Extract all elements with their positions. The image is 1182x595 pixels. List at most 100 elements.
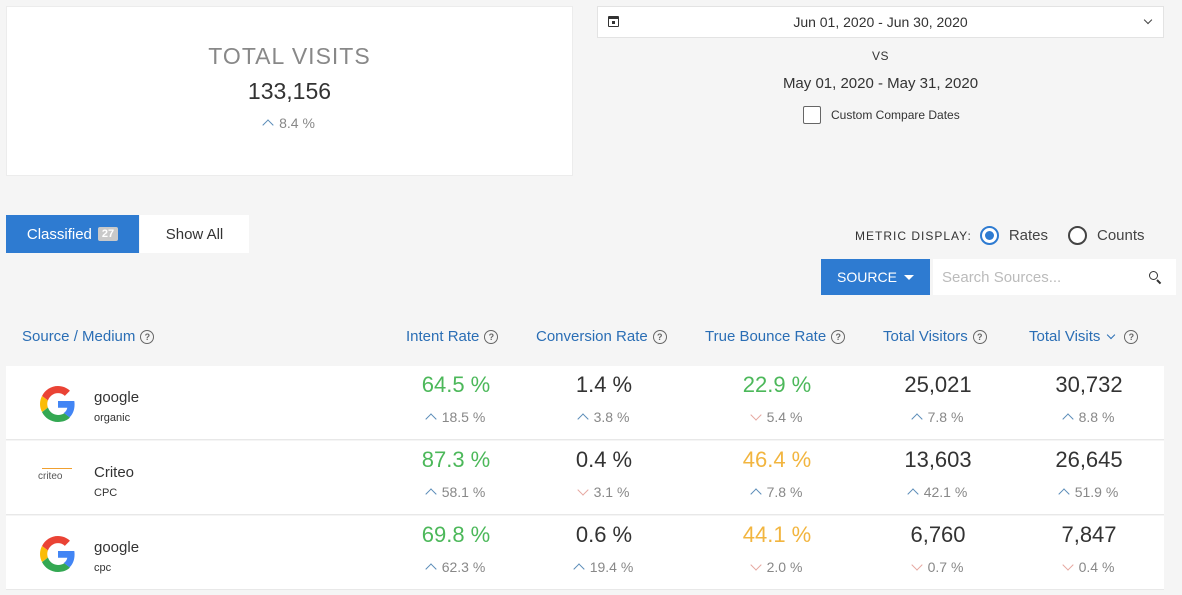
- column-header-label: True Bounce Rate: [705, 328, 827, 345]
- cell-change-text: 58.1 %: [441, 484, 486, 500]
- cell-change: 42.1 %: [868, 484, 1008, 500]
- cell-change: 58.1 %: [386, 484, 526, 500]
- cell-value: 69.8 %: [421, 522, 491, 547]
- cell-value: 7,847: [1061, 522, 1117, 547]
- arrow-up-icon: [1061, 413, 1074, 425]
- column-header-conversion-rate[interactable]: Conversion Rate ?: [536, 328, 667, 345]
- vs-label: VS: [871, 49, 889, 63]
- table-row[interactable]: google cpc 69.8 % 62.3 % 0.6 % 19.4 % 44…: [6, 516, 1164, 590]
- cell-change-text: 19.4 %: [589, 559, 634, 575]
- cell-change-text: 0.4 %: [1078, 559, 1115, 575]
- conversion-rate-cell: 0.4 % 3.1 %: [534, 447, 674, 500]
- total-visits-card: TOTAL VISITS 133,156 8.4 %: [6, 6, 573, 176]
- total-visitors-cell: 6,760 0.7 %: [868, 522, 1008, 575]
- cell-value: 87.3 %: [421, 447, 491, 472]
- arrow-up-icon: [573, 563, 585, 575]
- cell-change: 62.3 %: [386, 559, 526, 575]
- source-filter-button[interactable]: SOURCE: [821, 259, 930, 295]
- cell-change-text: 2.0 %: [766, 559, 803, 575]
- custom-compare-label: Custom Compare Dates: [831, 108, 960, 122]
- cell-change-text: 0.7 %: [927, 559, 964, 575]
- arrow-down-icon: [749, 409, 762, 421]
- cell-value: 26,645: [1055, 447, 1123, 472]
- total-visits-cell: 26,645 51.9 %: [1019, 447, 1159, 500]
- cell-change: 0.4 %: [1019, 559, 1159, 575]
- total-visits-value: 133,156: [247, 78, 332, 104]
- google-logo-icon: [40, 386, 75, 422]
- metric-display-label: METRIC DISPLAY:: [855, 228, 972, 243]
- column-header-intent-rate[interactable]: Intent Rate ?: [406, 328, 499, 345]
- tab-show-all-label: Show All: [165, 225, 224, 243]
- cell-change-text: 51.9 %: [1074, 484, 1119, 500]
- column-header-total-visitors[interactable]: Total Visitors ?: [883, 328, 987, 345]
- cell-value: 1.4 %: [575, 372, 633, 397]
- cell-value: 44.1 %: [742, 522, 812, 547]
- custom-compare-toggle[interactable]: Custom Compare Dates: [803, 106, 960, 124]
- custom-compare-checkbox[interactable]: [803, 106, 821, 124]
- cell-change: 7.8 %: [707, 484, 847, 500]
- cell-change-text: 8.8 %: [1078, 409, 1115, 425]
- metric-display: METRIC DISPLAY: Rates Counts: [855, 226, 1165, 245]
- arrow-up-icon: [576, 413, 589, 425]
- date-range-dropdown[interactable]: Jun 01, 2020 - Jun 30, 2020: [597, 6, 1164, 38]
- cell-value: 64.5 %: [421, 372, 491, 397]
- arrow-down-icon: [1061, 559, 1074, 571]
- intent-rate-cell: 87.3 % 58.1 %: [386, 447, 526, 500]
- arrow-up-icon: [749, 488, 762, 500]
- total-visits-change: 8.4 %: [7, 115, 572, 131]
- true-bounce-rate-cell: 44.1 % 2.0 %: [707, 522, 847, 575]
- search-icon[interactable]: [1149, 271, 1158, 280]
- conversion-rate-cell: 1.4 % 3.8 %: [534, 372, 674, 425]
- calendar-icon: [608, 16, 619, 27]
- tab-show-all[interactable]: Show All: [140, 215, 249, 253]
- search-input[interactable]: [942, 268, 1142, 286]
- true-bounce-rate-cell: 46.4 % 7.8 %: [707, 447, 847, 500]
- total-visits-cell: 7,847 0.4 %: [1019, 522, 1159, 575]
- source-medium: cpc: [94, 562, 112, 574]
- arrow-up-icon: [425, 488, 437, 500]
- rates-radio[interactable]: [979, 226, 999, 245]
- cell-value: 25,021: [904, 372, 972, 397]
- sort-chevron-icon[interactable]: [1107, 330, 1116, 339]
- cell-value: 30,732: [1055, 372, 1123, 397]
- total-visitors-cell: 25,021 7.8 %: [868, 372, 1008, 425]
- cell-change-text: 3.1 %: [593, 484, 630, 500]
- true-bounce-rate-cell: 22.9 % 5.4 %: [707, 372, 847, 425]
- cell-value: 6,760: [910, 522, 966, 547]
- source-name[interactable]: google: [94, 389, 140, 406]
- arrow-up-icon: [910, 413, 923, 425]
- cell-change: 2.0 %: [707, 559, 847, 575]
- cell-change: 18.5 %: [386, 409, 526, 425]
- cell-change-text: 5.4 %: [766, 409, 803, 425]
- counts-radio-label[interactable]: Counts: [1097, 227, 1145, 244]
- intent-rate-cell: 69.8 % 62.3 %: [386, 522, 526, 575]
- column-header-total-visits[interactable]: Total Visits ?: [1029, 328, 1139, 345]
- cell-change: 3.8 %: [534, 409, 674, 425]
- cell-change-text: 7.8 %: [766, 484, 803, 500]
- total-visitors-cell: 13,603 42.1 %: [868, 447, 1008, 500]
- help-icon[interactable]: ?: [831, 329, 846, 344]
- date-range-text: Jun 01, 2020 - Jun 30, 2020: [793, 14, 968, 30]
- cell-change-text: 62.3 %: [441, 559, 486, 575]
- counts-radio[interactable]: [1068, 226, 1087, 245]
- tab-classified[interactable]: Classified 27: [6, 215, 139, 253]
- arrow-up-icon: [425, 563, 437, 575]
- arrow-up-icon: [262, 119, 274, 131]
- source-name[interactable]: Criteo: [94, 464, 135, 481]
- column-header-true-bounce-rate[interactable]: True Bounce Rate ?: [705, 328, 846, 345]
- help-icon[interactable]: ?: [652, 329, 667, 344]
- table-row[interactable]: criteo Criteo CPC 87.3 % 58.1 % 0.4 % 3.…: [6, 441, 1164, 515]
- table-row[interactable]: google organic 64.5 % 18.5 % 1.4 % 3.8 %…: [6, 366, 1164, 440]
- help-icon[interactable]: ?: [140, 329, 155, 344]
- cell-change: 3.1 %: [534, 484, 674, 500]
- cell-change: 0.7 %: [868, 559, 1008, 575]
- help-icon[interactable]: ?: [484, 329, 499, 344]
- help-icon[interactable]: ?: [1124, 329, 1139, 344]
- source-name[interactable]: google: [94, 539, 140, 556]
- cell-change-text: 3.8 %: [593, 409, 630, 425]
- arrow-up-icon: [1058, 488, 1070, 500]
- total-visits-change-text: 8.4 %: [279, 115, 315, 131]
- column-header-source-medium[interactable]: Source / Medium ?: [22, 328, 155, 345]
- help-icon[interactable]: ?: [972, 329, 987, 344]
- rates-radio-label[interactable]: Rates: [1008, 227, 1048, 244]
